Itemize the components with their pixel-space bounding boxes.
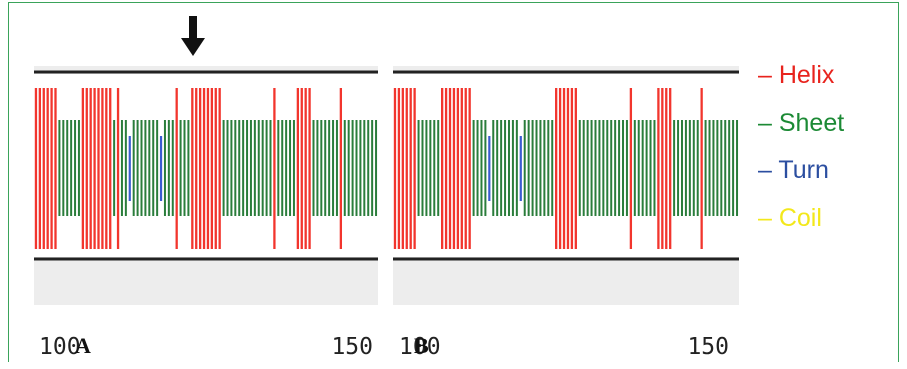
structure-track-b: 100 150 (393, 66, 739, 360)
axis-end-label-a: 150 (331, 334, 373, 360)
track-background (393, 74, 739, 257)
panel-label-b: B (414, 333, 429, 358)
down-arrow-icon (181, 16, 205, 56)
legend-coil: – Coil (758, 204, 822, 232)
axis-start-label-b: 100 (399, 334, 441, 360)
panel-label-a: A (75, 333, 91, 358)
figure-frame (8, 2, 899, 362)
legend-sheet: – Sheet (758, 109, 845, 137)
legend-helix: – Helix (758, 61, 835, 89)
track-a-svg (34, 70, 378, 261)
legend-turn: – Turn (758, 156, 829, 184)
track-background (34, 74, 378, 257)
axis-start-label-a: 100 (39, 334, 81, 360)
axis-end-label-b: 150 (687, 334, 729, 360)
structure-track-a: 100 150 (34, 66, 378, 360)
track-b-svg (393, 70, 739, 261)
